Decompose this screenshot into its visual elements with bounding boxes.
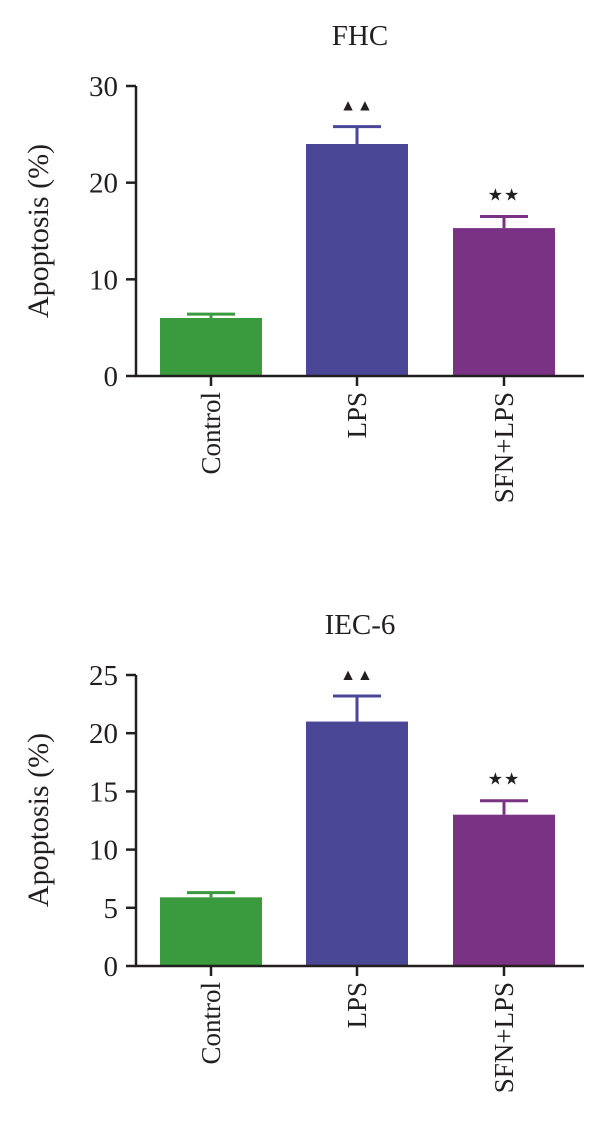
x-tick-label: LPS	[342, 982, 372, 1029]
bar-sfn-lps	[453, 814, 555, 966]
x-tick-label: SFN+LPS	[489, 392, 519, 503]
significance-marker: ★★	[488, 186, 520, 205]
significance-marker: ★★	[488, 770, 520, 789]
bar-lps	[306, 721, 408, 966]
significance-marker: ▲▲	[340, 98, 374, 115]
y-tick-label: 10	[89, 835, 118, 867]
chart-panel-1: FHC Apoptosis (%) Control ▲▲ LPS ★★ SFN+LPS 0 10…	[22, 20, 584, 503]
y-tick-label: 0	[104, 361, 119, 393]
bar-control	[160, 897, 262, 966]
significance-marker: ▲▲	[340, 667, 374, 684]
x-tick-label: SFN+LPS	[489, 982, 519, 1093]
chart-title: FHC	[332, 20, 388, 52]
x-tick-label: Control	[196, 392, 226, 475]
y-tick-label: 25	[89, 660, 118, 692]
y-axis-label: Apoptosis (%)	[22, 733, 55, 907]
bar-sfn-lps	[453, 228, 555, 376]
y-tick-label: 5	[104, 893, 119, 925]
y-tick-label: 10	[89, 264, 118, 296]
x-tick-label: Control	[196, 982, 226, 1065]
chart-title: IEC-6	[325, 609, 396, 641]
chart-panel-2: IEC-6 Apoptosis (%) Control ▲▲ LPS ★★ SFN+LPS 0…	[22, 609, 584, 1093]
y-tick-label: 0	[104, 951, 119, 983]
y-tick-label: 20	[89, 168, 118, 200]
y-axis-label: Apoptosis (%)	[22, 144, 55, 318]
x-tick-label: LPS	[342, 392, 372, 439]
bar-control	[160, 318, 262, 376]
bar-lps	[306, 144, 408, 376]
y-tick-label: 30	[89, 71, 118, 103]
y-tick-label: 20	[89, 718, 118, 750]
y-tick-label: 15	[89, 776, 118, 808]
